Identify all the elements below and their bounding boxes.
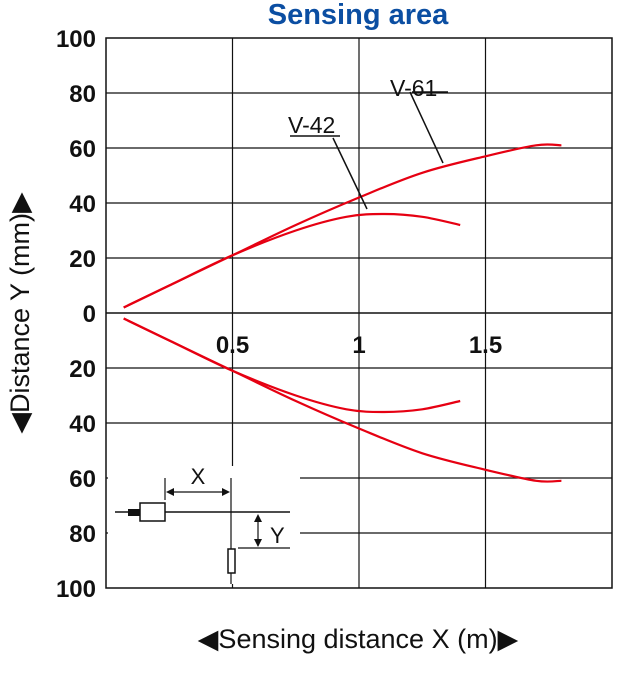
y-tick-label: 0 [83,301,96,328]
series-label-v42: V-42 [288,112,335,138]
x-tick-labels: 0.5 1 1.5 [216,332,502,359]
arrow-up-icon [254,514,262,522]
y-axis-label: ◀Distance Y (mm)▶ [5,192,35,434]
x-tick-label: 1.5 [469,332,502,359]
measurement-inset: X Y [108,464,300,584]
arrow-right-icon [222,488,230,496]
x-tick-label: 0.5 [216,332,249,359]
curves [123,143,562,483]
y-tick-label: 100 [56,26,96,53]
chart-title: Sensing area [268,0,449,31]
v61-label-leader [409,91,444,164]
y-tick-label: 80 [69,81,96,108]
arrow-down-icon [254,539,262,547]
y-tick-label: 20 [69,356,96,383]
y-tick-label: 20 [69,246,96,273]
y-tick-label: 60 [69,136,96,163]
arrow-left-icon [166,488,174,496]
sensor-cable-icon [128,509,140,516]
inset-y-label: Y [270,523,285,548]
target-icon [227,548,236,574]
series-line-v61-upper [123,143,562,309]
inset-x-label: X [191,464,206,489]
inset-background [108,466,300,584]
v42-label-leader [332,137,368,210]
series-line-v42-lower [123,317,461,414]
y-tick-label: 60 [69,466,96,493]
sensor-head-icon [139,502,166,522]
plot-frame [105,37,613,589]
y-tick-label: 40 [69,191,96,218]
x-tick-label: 1 [352,332,365,359]
grid [106,38,612,588]
y-tick-label: 80 [69,521,96,548]
series-line-v42-upper [123,212,461,309]
x-axis-label: ◀Sensing distance X (m)▶ [198,624,519,654]
series-label-v61: V-61 [390,75,437,101]
y-tick-label: 100 [56,576,96,603]
y-tick-labels: 100 80 60 40 20 0 20 40 60 80 100 [56,26,96,603]
y-tick-label: 40 [69,411,96,438]
